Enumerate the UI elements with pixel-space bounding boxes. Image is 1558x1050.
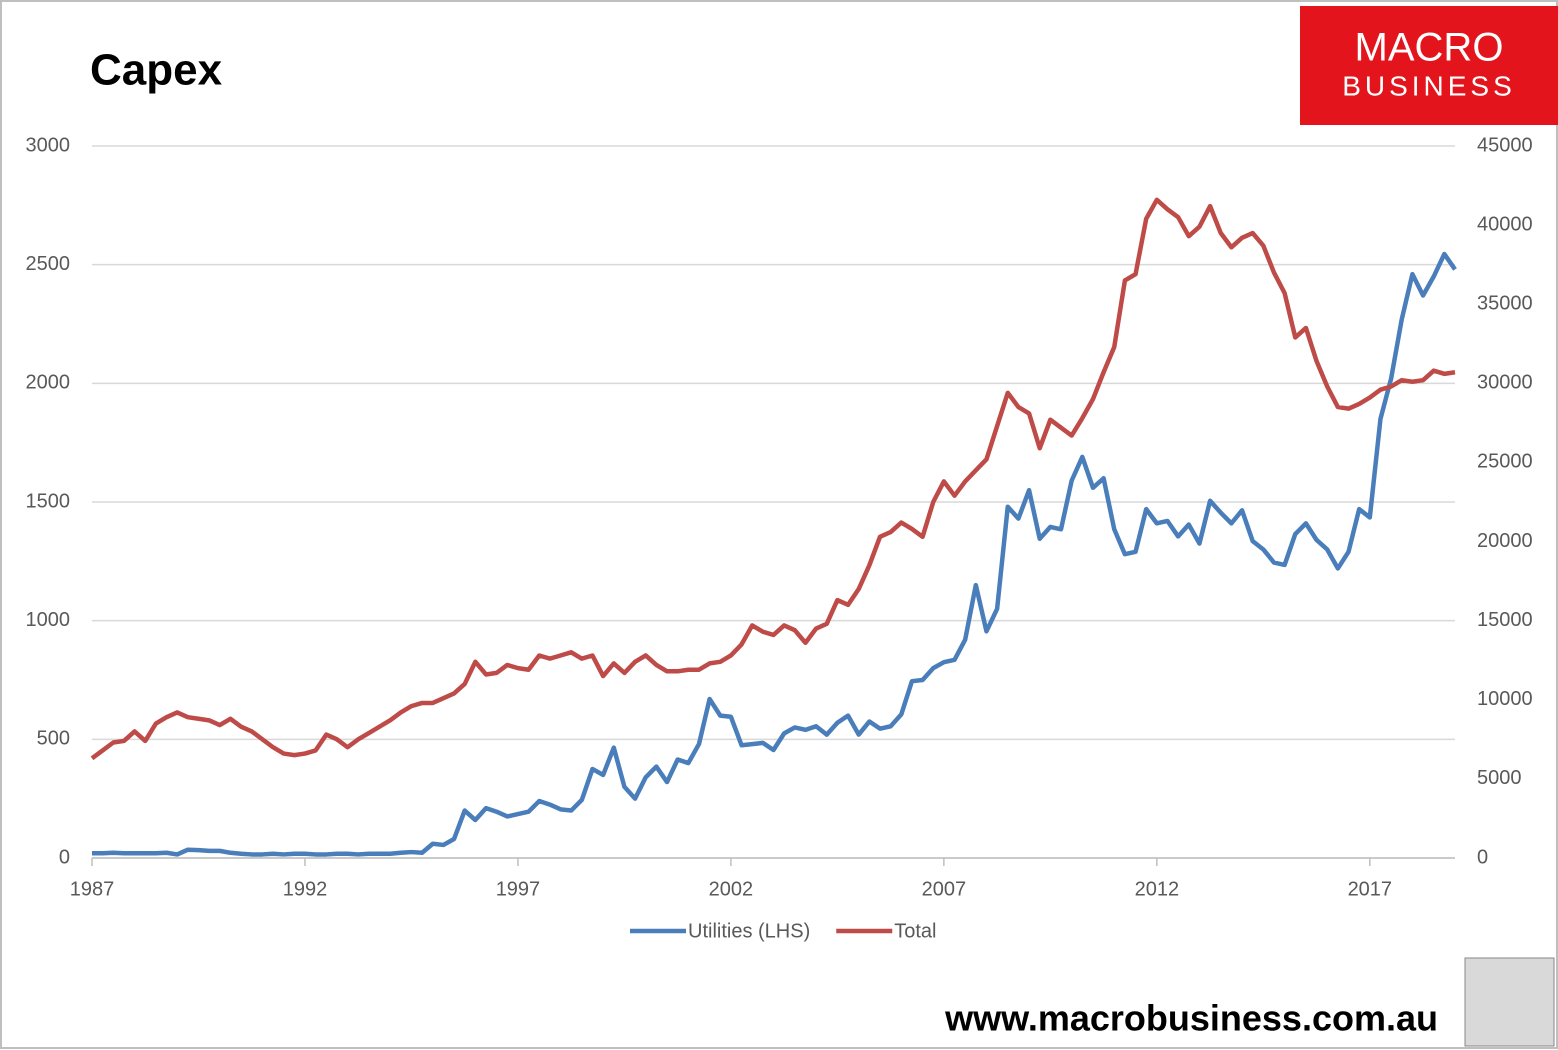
logo-top: MACRO [1355, 26, 1504, 70]
y2-tick-label: 40000 [1477, 213, 1533, 235]
y2-tick-label: 45000 [1477, 134, 1533, 156]
y-tick-label: 1000 [26, 609, 71, 631]
y2-tick-label: 15000 [1477, 609, 1533, 631]
logo-bottom: BUSINESS [1342, 70, 1516, 101]
fox-logo [1464, 957, 1555, 1047]
y2-tick-label: 0 [1477, 846, 1488, 868]
y2-tick-label: 20000 [1477, 530, 1533, 552]
x-tick-label: 1997 [496, 878, 541, 900]
y2-tick-label: 5000 [1477, 767, 1522, 789]
legend-label: Total [894, 920, 936, 942]
y2-tick-label: 30000 [1477, 372, 1533, 394]
y2-tick-label: 10000 [1477, 688, 1533, 710]
x-tick-label: 2002 [709, 878, 754, 900]
y-tick-label: 3000 [26, 134, 71, 156]
chart-title: Capex [90, 46, 223, 95]
y-tick-label: 2000 [26, 372, 71, 394]
x-tick-label: 1987 [70, 878, 115, 900]
y-tick-label: 1500 [26, 490, 71, 512]
logo-box [1300, 6, 1558, 125]
x-tick-label: 1992 [283, 878, 328, 900]
series-line [90, 197, 1456, 761]
x-tick-label: 2017 [1348, 878, 1393, 900]
y2-tick-label: 25000 [1477, 451, 1533, 473]
site-url: www.macrobusiness.com.au [944, 998, 1438, 1039]
x-tick-label: 2012 [1135, 878, 1180, 900]
y-tick-label: 500 [37, 728, 70, 750]
series-line [92, 251, 1457, 857]
y-tick-label: 0 [59, 846, 70, 868]
y2-tick-label: 35000 [1477, 293, 1533, 315]
x-tick-label: 2007 [922, 878, 967, 900]
legend-label: Utilities (LHS) [688, 920, 810, 942]
y-tick-label: 2500 [26, 253, 71, 275]
